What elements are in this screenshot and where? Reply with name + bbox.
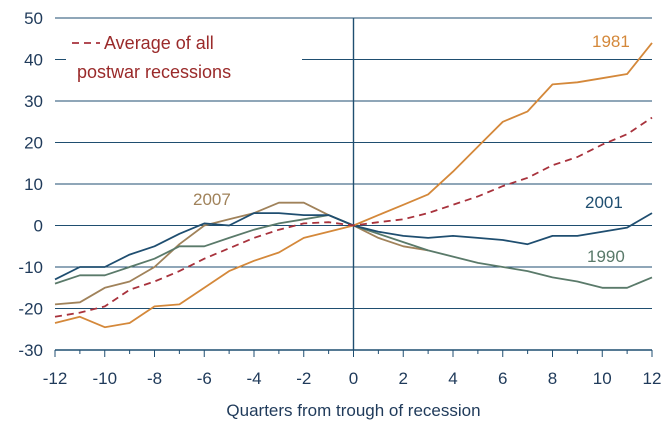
series-label-2007: 2007 (193, 190, 231, 209)
y-tick-labels: -30 -20 -10 0 10 20 30 40 50 (18, 9, 43, 360)
series-label-1990: 1990 (587, 247, 625, 266)
series-line-average (54, 116, 653, 318)
x-tick-label: 0 (349, 369, 358, 388)
x-tick-label: 2 (399, 369, 408, 388)
y-tick-label: 0 (34, 217, 43, 236)
x-tick-label: 6 (498, 369, 507, 388)
x-tick-label: -6 (197, 369, 212, 388)
legend-background (66, 26, 302, 86)
y-tick-label: -10 (18, 258, 43, 277)
y-tick-label: 30 (24, 92, 43, 111)
series-label-2001: 2001 (585, 193, 623, 212)
x-tick-label: -2 (296, 369, 311, 388)
legend-label-line2: postwar recessions (77, 62, 231, 82)
x-tick-label: -12 (43, 369, 68, 388)
x-axis-label: Quarters from trough of recession (226, 401, 480, 420)
x-tick-label: 8 (548, 369, 557, 388)
y-tick-label: 20 (24, 134, 43, 153)
x-tick-label: 12 (643, 369, 662, 388)
legend: Average of all postwar recessions (66, 26, 302, 86)
series-line-s2007 (54, 201, 429, 306)
x-tick-label: -10 (92, 369, 117, 388)
x-tick-labels: -12 -10 -8 -6 -4 -2 0 2 4 6 8 10 12 (43, 369, 662, 388)
y-tick-label: 50 (24, 9, 43, 28)
y-tick-label: -30 (18, 341, 43, 360)
series-label-1981: 1981 (592, 32, 630, 51)
axes (54, 18, 653, 357)
series-layer (54, 42, 653, 329)
x-tick-label: 10 (593, 369, 612, 388)
y-tick-label: 40 (24, 51, 43, 70)
legend-label-line1: Average of all (104, 33, 214, 53)
x-tick-label: 4 (448, 369, 457, 388)
x-tick-label: -4 (246, 369, 261, 388)
y-tick-label: -20 (18, 300, 43, 319)
x-tick-label: -8 (147, 369, 162, 388)
y-tick-label: 10 (24, 175, 43, 194)
